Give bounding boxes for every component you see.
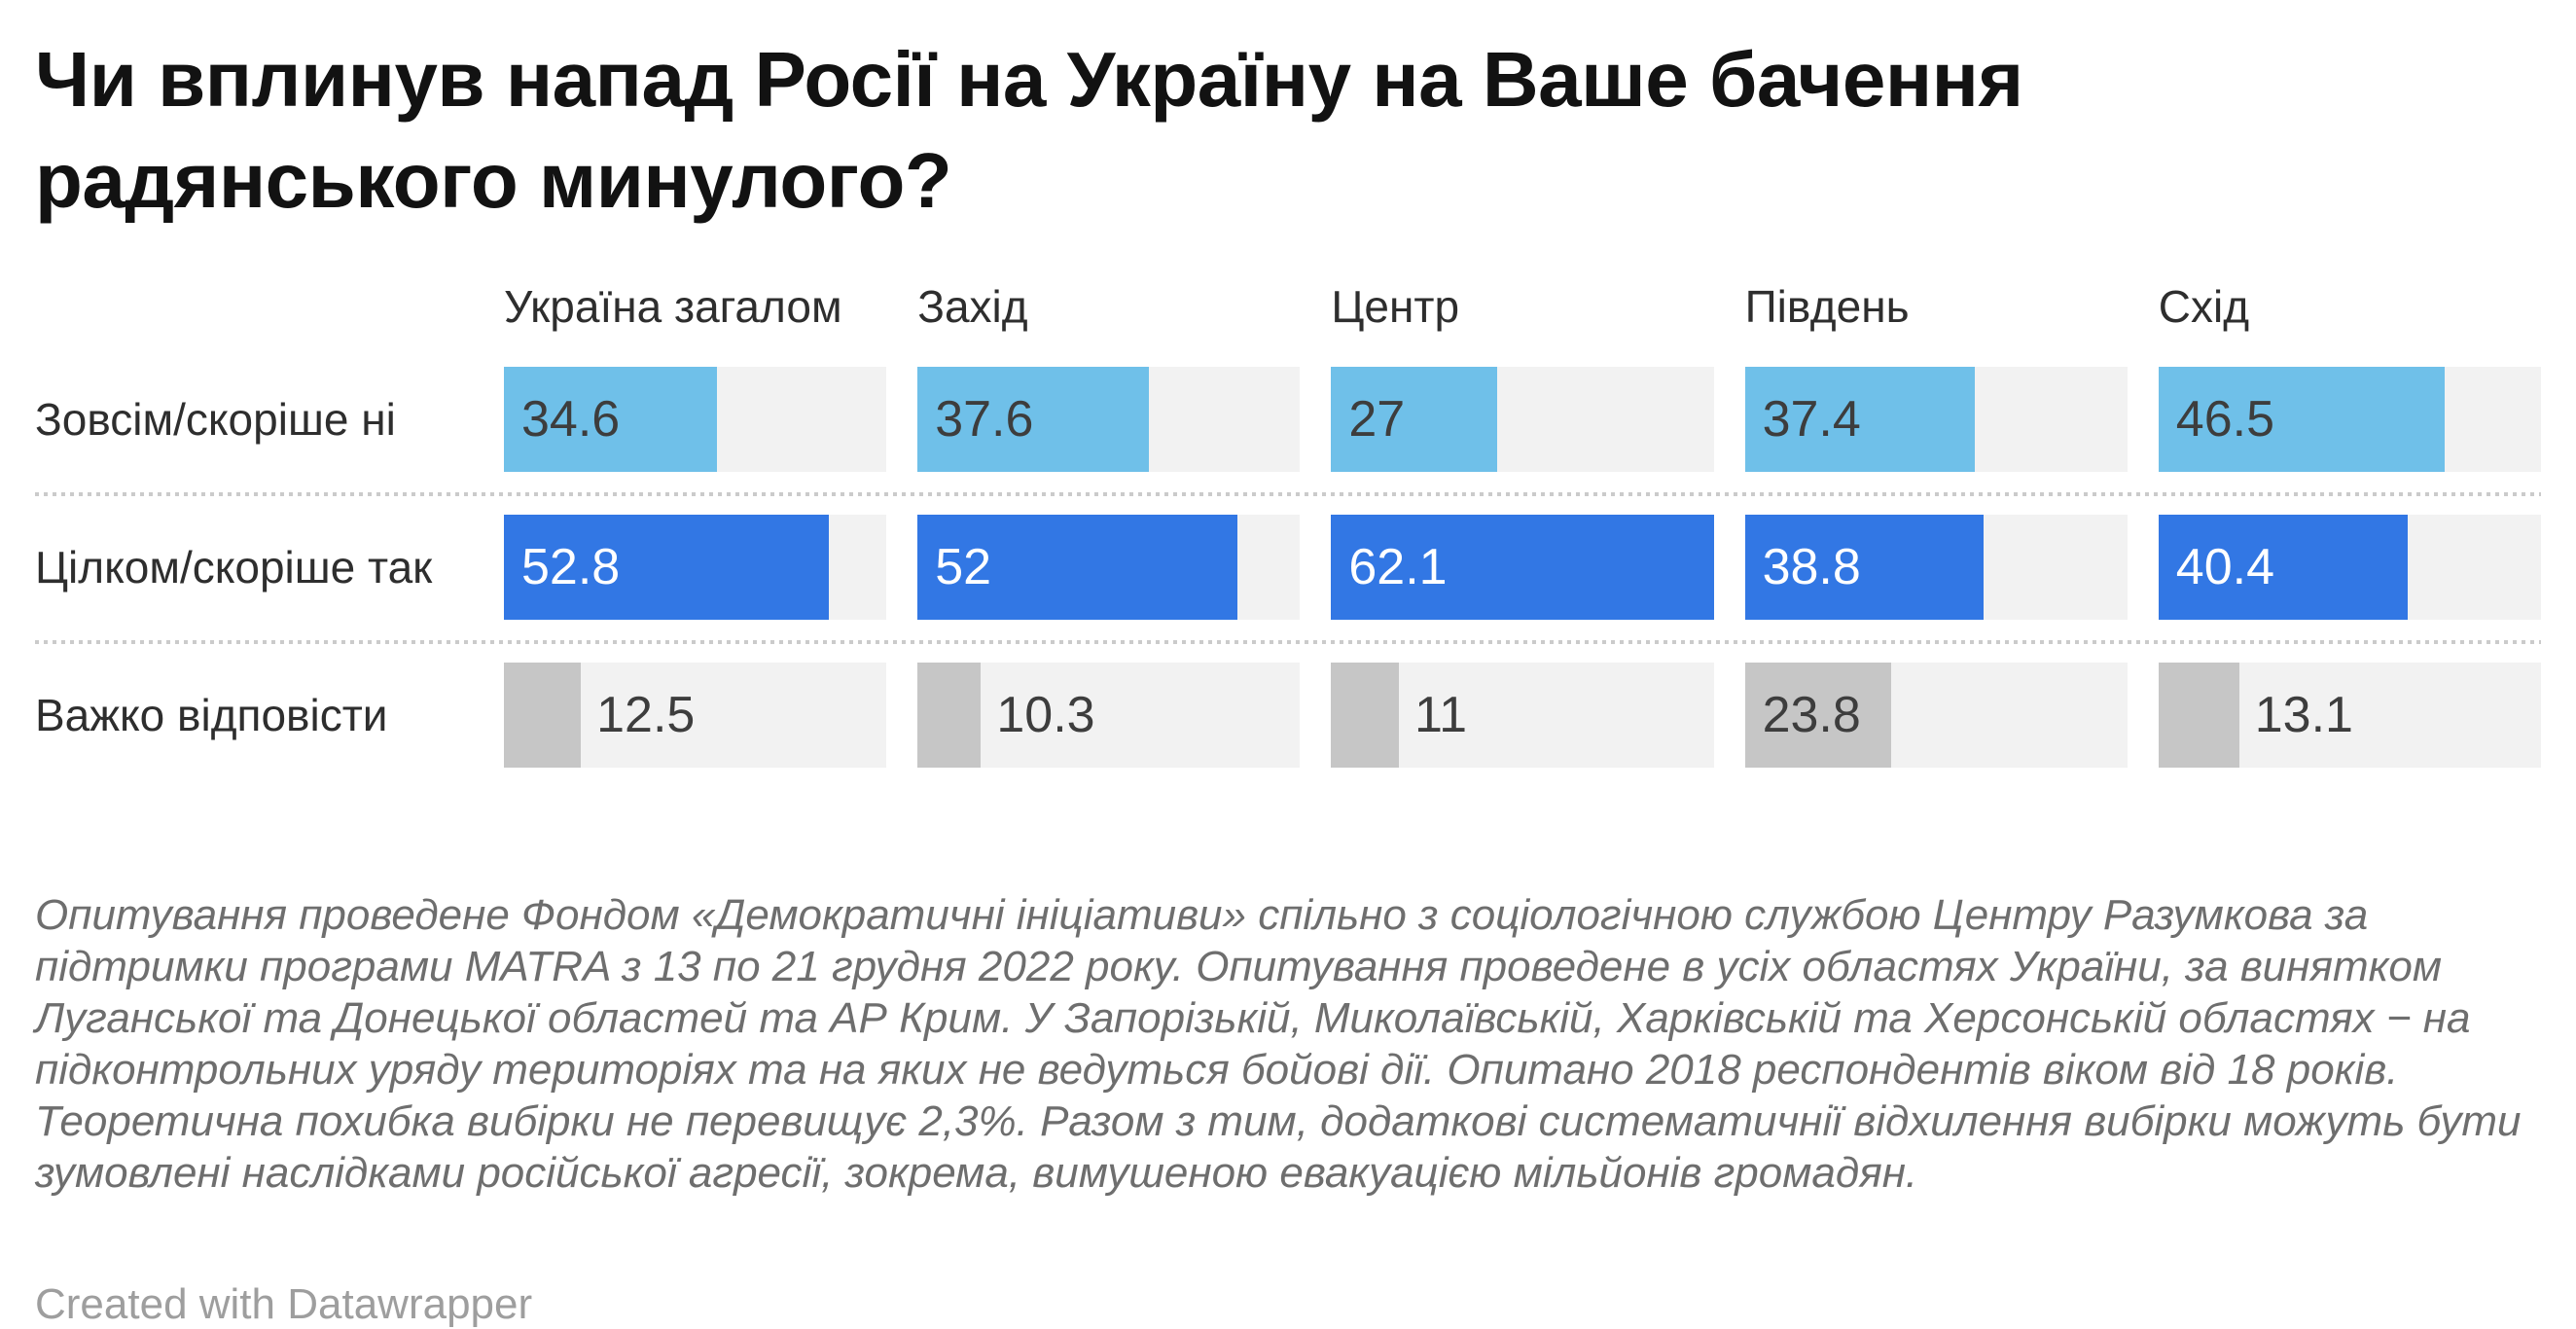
bar-track: 37.4 (1744, 367, 2128, 472)
row-label: Зовсім/скоріше ні (35, 394, 396, 445)
row-separator (35, 640, 2541, 644)
column-header: Україна загалом (504, 281, 842, 332)
bar-value: 10.3 (996, 687, 1095, 743)
row-label: Цілком/скоріше так (35, 542, 433, 593)
column-header-row: Україна загалом Захід Центр Південь Схід (35, 280, 2541, 333)
bar-table: Україна загалом Захід Центр Південь Схід Зовс… (35, 280, 2541, 788)
bar (1744, 515, 1985, 620)
bar-track: 34.6 (504, 367, 887, 472)
row-label: Важко відповісти (35, 690, 388, 740)
bar-value: 40.4 (2175, 539, 2275, 595)
bar-track: 12.5 (504, 663, 887, 768)
bar (2158, 515, 2408, 620)
bar-value: 52.8 (521, 539, 621, 595)
datawrapper-attribution-link[interactable]: Created with Datawrapper (35, 1280, 533, 1328)
bar-track: 46.5 (2158, 367, 2541, 472)
column-header: Захід (917, 281, 1028, 332)
bar-track: 38.8 (1744, 515, 2128, 620)
bar (2158, 367, 2446, 472)
bar-track: 52.8 (504, 515, 887, 620)
bar (1744, 663, 1892, 768)
bar-value: 37.4 (1762, 391, 1861, 448)
bar-track: 23.8 (1744, 663, 2128, 768)
bar-value: 13.1 (2254, 687, 2353, 743)
bar-track: 27 (1331, 367, 1714, 472)
chart-title: Чи вплинув напад Росії на Україну на Ваш… (35, 36, 2023, 224)
bar-value: 34.6 (521, 391, 621, 448)
column-header: Центр (1331, 281, 1460, 332)
bar (504, 663, 582, 768)
bar-value: 12.5 (596, 687, 696, 743)
table-row: Зовсім/скоріше ні 34.6 37.6 27 37.4 46.5 (35, 348, 2541, 492)
bar-value: 46.5 (2175, 391, 2275, 448)
column-header: Південь (1744, 281, 1910, 332)
bar-track: 62.1 (1331, 515, 1714, 620)
bar-value: 62.1 (1348, 539, 1448, 595)
bar-track: 11 (1331, 663, 1714, 768)
bar (1331, 515, 1714, 620)
bar (2158, 663, 2239, 768)
column-header: Схід (2158, 281, 2250, 332)
bar-value: 27 (1348, 391, 1406, 448)
bar-value: 52 (935, 539, 992, 595)
bar-track: 37.6 (917, 367, 1301, 472)
bar (504, 515, 830, 620)
bar-value: 11 (1414, 687, 1468, 743)
bar-value: 37.6 (935, 391, 1034, 448)
bar (1744, 367, 1976, 472)
row-separator (35, 492, 2541, 496)
bar-value: 38.8 (1762, 539, 1861, 595)
table-row: Важко відповісти 12.5 10.3 11 23.8 13.1 (35, 644, 2541, 788)
bar (1331, 367, 1498, 472)
bar-track: 10.3 (917, 663, 1301, 768)
bar (917, 367, 1150, 472)
bar-track: 40.4 (2158, 515, 2541, 620)
bar (917, 515, 1238, 620)
bar-track: 13.1 (2158, 663, 2541, 768)
bar (504, 367, 718, 472)
bar-track: 52 (917, 515, 1301, 620)
chart-notes: Опитування проведене Фондом «Демократичн… (35, 891, 2522, 1197)
table-row: Цілком/скоріше так 52.8 52 62.1 38.8 40.4 (35, 496, 2541, 640)
bar (917, 663, 982, 768)
bar-value: 23.8 (1762, 687, 1861, 743)
bar (1331, 663, 1400, 768)
